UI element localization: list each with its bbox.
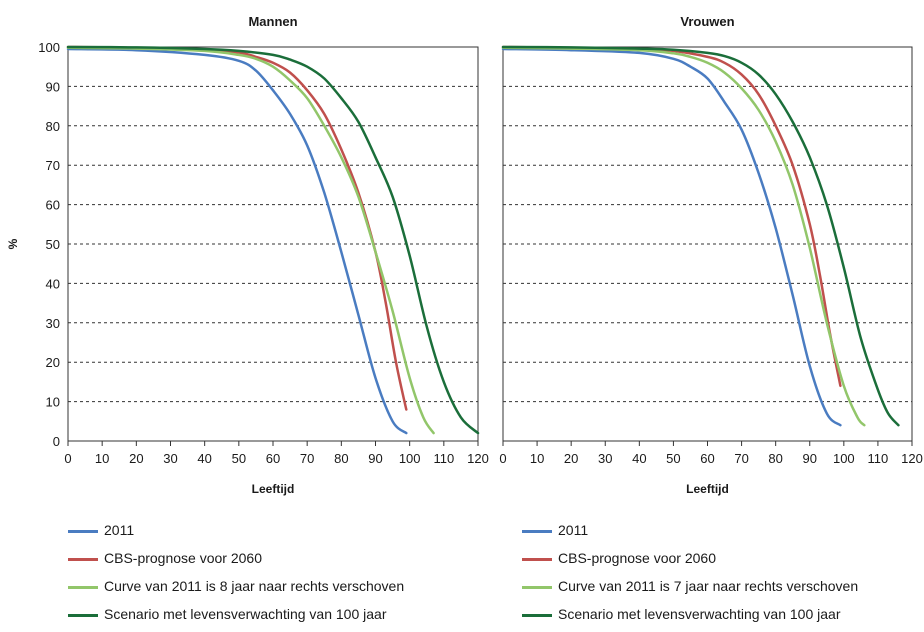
legend-label: Scenario met levensverwachting van 100 j… <box>558 606 841 622</box>
legend-item-shift: Curve van 2011 is 7 jaar naar rechts ver… <box>522 576 924 604</box>
legend-women: 2011 CBS-prognose voor 2060 Curve van 20… <box>522 520 924 632</box>
legend-swatch <box>68 614 98 617</box>
legend-item-cbs: CBS-prognose voor 2060 <box>522 548 924 576</box>
series-line-cbs <box>501 45 842 388</box>
x-tick-label: 10 <box>530 451 544 466</box>
series-line-scen <box>501 45 900 427</box>
x-tick-label: 70 <box>300 451 314 466</box>
legend-label: Curve van 2011 is 7 jaar naar rechts ver… <box>558 578 859 594</box>
x-tick-label: 120 <box>467 451 489 466</box>
y-tick-label: 60 <box>46 198 60 213</box>
legend-swatch <box>68 586 98 589</box>
x-tick-label: 20 <box>564 451 578 466</box>
legend-swatch <box>522 614 552 617</box>
chart-title: Mannen <box>248 14 297 29</box>
x-tick-label: 120 <box>901 451 923 466</box>
x-tick-label: 30 <box>163 451 177 466</box>
chart-title: Vrouwen <box>680 14 734 29</box>
legend-men: 2011 CBS-prognose voor 2060 Curve van 20… <box>68 520 488 632</box>
legend-swatch <box>68 530 98 533</box>
x-tick-label: 10 <box>95 451 109 466</box>
y-tick-label: 0 <box>53 434 60 449</box>
series-line-2011 <box>501 47 842 427</box>
x-axis-label: Leeftijd <box>252 482 295 496</box>
legend-swatch <box>522 558 552 561</box>
x-tick-label: 60 <box>700 451 714 466</box>
y-tick-label: 20 <box>46 355 60 370</box>
legend-swatch <box>68 558 98 561</box>
legend-item-cbs: CBS-prognose voor 2060 <box>68 548 488 576</box>
x-tick-label: 60 <box>266 451 280 466</box>
x-tick-label: 100 <box>833 451 855 466</box>
y-tick-label: 10 <box>46 395 60 410</box>
legend-label: 2011 <box>558 522 589 538</box>
x-tick-label: 80 <box>334 451 348 466</box>
x-tick-label: 30 <box>598 451 612 466</box>
y-axis-label: % <box>6 238 20 249</box>
legend-swatch <box>522 586 552 589</box>
y-tick-label: 100 <box>38 40 60 55</box>
series-line-shift <box>66 46 435 435</box>
y-tick-label: 90 <box>46 79 60 94</box>
x-tick-label: 80 <box>768 451 782 466</box>
x-tick-label: 0 <box>64 451 71 466</box>
y-tick-label: 30 <box>46 316 60 331</box>
legend-item-2011: 2011 <box>68 520 488 548</box>
x-tick-label: 40 <box>632 451 646 466</box>
series-line-shift <box>501 46 866 427</box>
y-tick-label: 80 <box>46 119 60 134</box>
x-axis-label: Leeftijd <box>686 482 729 496</box>
series-line-scen <box>66 45 480 435</box>
series-line-2011 <box>66 47 408 435</box>
x-tick-label: 90 <box>803 451 817 466</box>
legend-label: Curve van 2011 is 8 jaar naar rechts ver… <box>104 578 405 594</box>
x-tick-label: 110 <box>868 451 889 466</box>
legend-label: CBS-prognose voor 2060 <box>104 550 262 566</box>
legend-label: CBS-prognose voor 2060 <box>558 550 716 566</box>
x-tick-label: 50 <box>232 451 246 466</box>
x-tick-label: 100 <box>399 451 421 466</box>
y-tick-label: 40 <box>46 276 60 291</box>
legend-item-2011: 2011 <box>522 520 924 548</box>
series-line-cbs <box>66 45 408 411</box>
legend-swatch <box>522 530 552 533</box>
legend-item-scenario: Scenario met levensverwachting van 100 j… <box>68 604 488 632</box>
y-tick-label: 50 <box>46 237 60 252</box>
x-tick-label: 90 <box>368 451 382 466</box>
legend-label: 2011 <box>104 522 135 538</box>
x-tick-label: 20 <box>129 451 143 466</box>
x-tick-label: 50 <box>666 451 680 466</box>
legend-item-shift: Curve van 2011 is 8 jaar naar rechts ver… <box>68 576 488 604</box>
x-tick-label: 0 <box>499 451 506 466</box>
x-tick-label: 40 <box>197 451 211 466</box>
x-tick-label: 70 <box>734 451 748 466</box>
legend-label: Scenario met levensverwachting van 100 j… <box>104 606 387 622</box>
y-tick-label: 70 <box>46 158 60 173</box>
legend-item-scenario: Scenario met levensverwachting van 100 j… <box>522 604 924 632</box>
x-tick-label: 110 <box>433 451 454 466</box>
